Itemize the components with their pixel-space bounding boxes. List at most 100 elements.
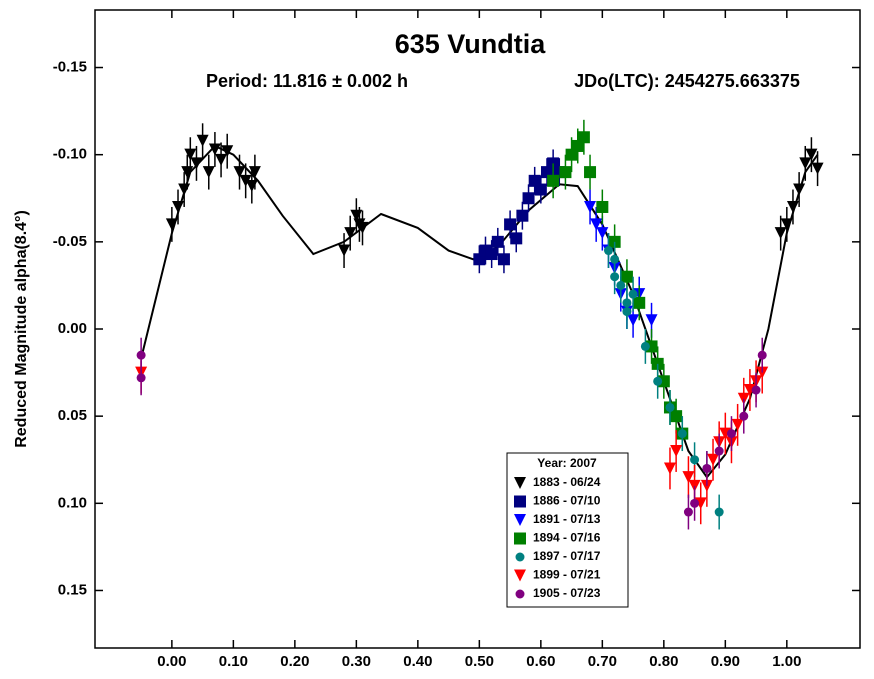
data-point — [714, 507, 724, 517]
data-point — [682, 471, 695, 484]
data-point — [196, 134, 209, 147]
data-point — [707, 453, 720, 466]
data-point — [690, 498, 700, 508]
x-tick-label: 0.50 — [465, 653, 494, 670]
y-tick-label: -0.15 — [53, 58, 87, 75]
data-point — [491, 235, 504, 248]
subtitle-period: Period: 11.816 ± 0.002 h — [206, 71, 408, 91]
plot-frame — [94, 9, 861, 649]
data-point — [559, 166, 572, 179]
data-point — [640, 341, 650, 351]
data-point — [136, 350, 146, 360]
legend-label: 1905 - 07/23 — [533, 586, 601, 600]
x-tick-label: 0.60 — [526, 653, 555, 670]
x-tick-label: 0.30 — [342, 653, 371, 670]
data-point — [208, 143, 221, 156]
y-tick-label: 0.00 — [58, 320, 87, 337]
data-point — [202, 166, 215, 179]
data-point — [677, 429, 687, 439]
data-point — [215, 153, 228, 166]
data-point — [799, 157, 812, 170]
x-tick-label: 0.80 — [649, 653, 678, 670]
subtitle-epoch: JDo(LTC): 2454275.663375 — [574, 71, 800, 91]
data-point — [510, 232, 523, 245]
legend-marker — [514, 477, 526, 489]
y-tick-label: 0.05 — [58, 407, 87, 424]
x-tick-label: 0.20 — [280, 653, 309, 670]
legend-marker — [514, 532, 526, 545]
data-point — [547, 174, 560, 187]
y-tick-label: 0.15 — [58, 581, 87, 598]
data-point — [248, 166, 261, 179]
x-tick-label: 0.40 — [403, 653, 432, 670]
data-point — [683, 507, 693, 517]
legend-marker — [515, 589, 525, 599]
data-point — [190, 157, 203, 170]
data-point — [178, 183, 191, 196]
data-point — [497, 253, 510, 266]
legend-label: 1883 - 06/24 — [533, 475, 601, 489]
data-point — [165, 218, 178, 231]
data-point — [516, 209, 529, 222]
legend-label: 1894 - 07/16 — [533, 531, 601, 545]
chart-title: 635 Vundtia — [395, 29, 547, 59]
data-point — [239, 174, 252, 187]
data-point — [633, 296, 646, 309]
fit-curve — [140, 144, 819, 479]
legend-marker — [514, 569, 526, 582]
y-tick-label: -0.10 — [53, 146, 87, 163]
data-point — [534, 183, 547, 196]
data-point — [596, 227, 609, 240]
data-point — [603, 246, 613, 256]
data-point — [184, 148, 197, 161]
legend-marker — [514, 514, 526, 526]
data-point — [596, 200, 609, 213]
data-point — [731, 418, 744, 431]
data-point — [233, 166, 246, 179]
legend-marker — [515, 552, 525, 562]
y-tick-label: 0.10 — [58, 494, 87, 511]
data-point — [653, 376, 663, 386]
data-point — [670, 445, 683, 458]
y-axis-label: Reduced Magnitude alpha(8.4°) — [13, 210, 30, 448]
data-point — [245, 180, 258, 193]
data-point — [774, 227, 787, 240]
data-point — [690, 455, 700, 465]
data-point — [811, 162, 824, 175]
data-point — [665, 402, 675, 412]
x-tick-label: 1.00 — [772, 653, 801, 670]
x-tick-label: 0.00 — [157, 653, 186, 670]
data-point — [751, 385, 761, 395]
data-point — [136, 373, 146, 383]
y-tick-label: -0.05 — [53, 233, 87, 250]
legend-marker — [514, 495, 526, 508]
data-point — [356, 221, 369, 234]
data-point — [172, 200, 185, 213]
data-point — [663, 462, 676, 475]
data-point — [577, 131, 590, 144]
legend-title: Year: 2007 — [537, 456, 597, 470]
data-point — [338, 244, 351, 257]
x-tick-label: 0.70 — [588, 653, 617, 670]
data-point — [670, 410, 683, 423]
data-point — [645, 314, 658, 327]
legend-label: 1897 - 07/17 — [533, 549, 601, 563]
data-point — [522, 192, 535, 205]
legend-label: 1886 - 07/10 — [533, 494, 601, 508]
data-point — [793, 183, 806, 196]
data-point — [584, 200, 597, 213]
data-point — [726, 429, 736, 439]
x-tick-label: 0.10 — [219, 653, 248, 670]
data-point — [504, 218, 517, 231]
data-point — [610, 272, 620, 282]
data-point — [616, 280, 626, 290]
legend-box — [506, 452, 629, 608]
data-point — [221, 145, 234, 158]
data-point — [627, 314, 640, 327]
data-point — [757, 350, 767, 360]
data-point — [622, 307, 632, 317]
data-point — [805, 148, 818, 161]
data-point — [485, 248, 498, 261]
x-tick-label: 0.90 — [711, 653, 740, 670]
